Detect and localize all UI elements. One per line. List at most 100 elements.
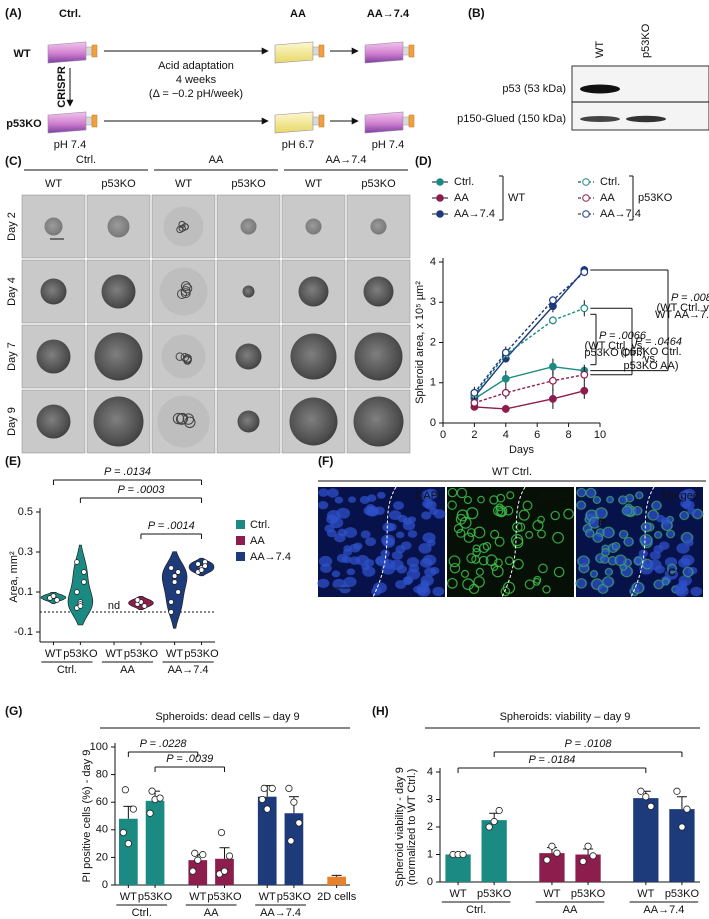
y-tick-label: 60 [96, 796, 108, 808]
nucleus [382, 522, 395, 532]
flask-body [47, 41, 87, 64]
point [258, 795, 266, 804]
pcna-signal [611, 541, 621, 551]
nucleus [679, 511, 690, 520]
legend-label: AA→7.4 [600, 208, 641, 220]
legend-marker [436, 194, 444, 202]
point [285, 784, 293, 793]
pcna-signal [542, 585, 551, 594]
panel-label: (G) [5, 704, 22, 718]
nucleus [355, 554, 370, 566]
point [74, 589, 80, 595]
point [168, 609, 174, 615]
ph-label: pH 7.4 [372, 139, 404, 151]
series-line [474, 374, 585, 404]
nucleus [424, 500, 437, 510]
column-label: p53KO [361, 178, 396, 190]
panel-label: (D) [415, 154, 432, 168]
column-label: Ctrl. [59, 8, 81, 20]
group-label: Ctrl. [132, 907, 152, 919]
pcna-signal [503, 505, 514, 516]
pcna-signal [606, 495, 614, 504]
spheroid [94, 332, 143, 381]
band [626, 115, 666, 123]
flask [364, 41, 415, 64]
x-tick-label: 10 [594, 429, 606, 441]
group-label: Ctrl. [466, 904, 486, 916]
pcna-signal [667, 563, 677, 574]
legend-label: AA [600, 192, 615, 204]
process-label: 4 weeks [176, 74, 217, 86]
group-label: Ctrl. [57, 664, 77, 676]
nucleus [402, 517, 413, 525]
pcna-signal [504, 556, 514, 566]
point [191, 849, 199, 857]
p-value-note: (WT Ctrl. vs. [585, 340, 646, 352]
pcna-signal [525, 530, 534, 539]
point [199, 851, 207, 859]
point [673, 787, 681, 795]
point [217, 828, 226, 837]
spheroid [363, 276, 394, 307]
point [637, 787, 645, 795]
point [175, 589, 181, 595]
pcna-signal [588, 516, 601, 529]
y-axis-label: Area, mm² [8, 551, 20, 603]
y-tick-label: 40 [96, 824, 108, 836]
flask-body [364, 111, 404, 134]
spheroid [370, 218, 387, 235]
panel-label: (E) [5, 454, 21, 468]
pcna-signal [550, 510, 560, 521]
nucleus [613, 554, 628, 566]
ph-label: pH 7.4 [54, 139, 86, 151]
y-tick-label: 1 [430, 377, 436, 389]
spheroid [44, 217, 63, 236]
boundary [372, 486, 397, 598]
flask [274, 41, 325, 64]
nucleus [343, 548, 353, 556]
group-label: AA [120, 664, 135, 676]
nucleus [365, 537, 377, 547]
cell-cluster [176, 412, 189, 425]
nucleus [674, 586, 686, 596]
pcna-signal [448, 555, 461, 568]
pcna-signal [537, 515, 545, 524]
y-tick-label: 2 [427, 821, 433, 833]
missing-label: nd [108, 600, 120, 612]
legend-label: AA→7.4 [454, 208, 495, 220]
nucleus [326, 529, 337, 538]
pcna-signal [459, 516, 472, 529]
point [543, 856, 551, 864]
nucleus [360, 530, 371, 539]
bar [257, 796, 277, 885]
point [141, 603, 148, 609]
bar [327, 876, 346, 885]
flask-cap [91, 114, 98, 128]
point [584, 842, 592, 850]
nucleus [592, 533, 604, 543]
pcna-signal [604, 567, 613, 576]
nucleus [601, 527, 616, 538]
pcna-signal [631, 581, 645, 594]
cell-cluster [184, 416, 196, 429]
nucleus [432, 586, 445, 597]
row-label: WT [13, 48, 30, 60]
point [119, 828, 127, 837]
nucleus [359, 495, 370, 504]
point [74, 559, 80, 565]
nucleus [400, 541, 412, 550]
series-line [473, 269, 585, 398]
nucleus [585, 488, 597, 498]
pcna-signal [666, 529, 675, 539]
pcna-signal [618, 495, 628, 505]
pcna-signal [633, 556, 643, 566]
p-value: P = .0014 [148, 520, 195, 532]
point [287, 837, 295, 845]
spheroid [36, 339, 71, 374]
nucleus [632, 506, 643, 515]
point [81, 569, 87, 575]
flask [47, 41, 98, 64]
pcna-signal [679, 510, 689, 521]
nucleus [343, 576, 357, 588]
nucleus [576, 555, 591, 567]
